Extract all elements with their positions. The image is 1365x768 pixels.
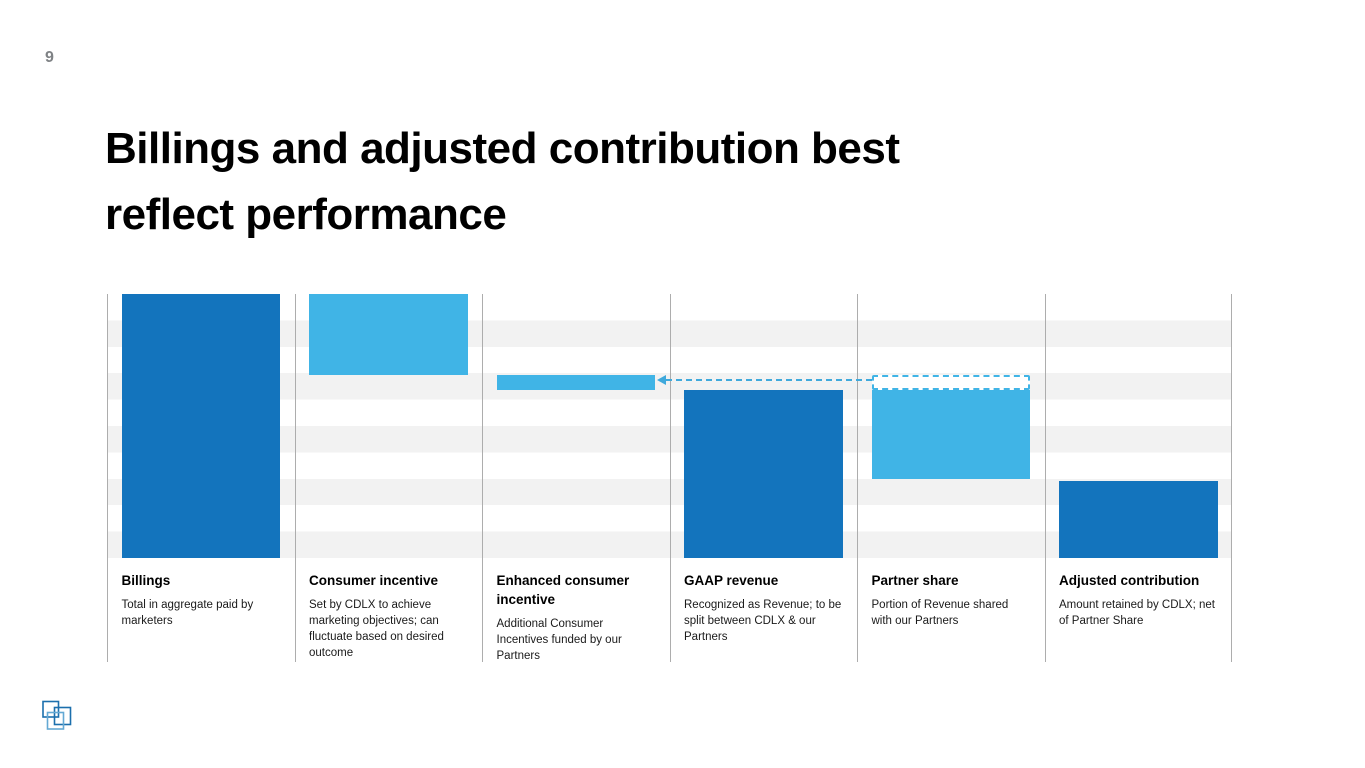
annotation-arrow-head — [657, 375, 666, 386]
column-divider — [670, 294, 671, 662]
bar-adjusted-contribution — [1059, 481, 1218, 558]
bar-consumer-incentive — [309, 294, 468, 375]
annotation-arrow-line — [666, 379, 872, 382]
column-label-enhanced-consumer-incentive: Enhanced consumer incentive Additional Co… — [497, 571, 657, 664]
column-title: Enhanced consumer incentive — [496, 573, 630, 607]
bar-billings — [121, 294, 280, 558]
logo-square-bottom-center — [46, 711, 65, 730]
page-number: 9 — [45, 49, 54, 66]
bar-gaap-revenue — [684, 390, 843, 558]
logo-square-top-left — [42, 700, 60, 718]
bar-partner-share — [871, 390, 1030, 479]
column-description: Additional Consumer Incentives funded by… — [496, 618, 622, 662]
column-divider — [1231, 294, 1232, 662]
cardlytics-logo — [42, 700, 72, 730]
column-divider — [1045, 294, 1046, 662]
column-label-gaap-revenue: GAAP revenue Recognized as Revenue; to be… — [684, 571, 844, 645]
chart-plot-stripes — [107, 294, 1232, 558]
column-label-adjusted-contribution: Adjusted contribution Amount retained by … — [1059, 571, 1219, 629]
column-title: Consumer incentive — [309, 573, 439, 588]
column-label-consumer-incentive: Consumer incentive Set by CDLX to achieve… — [309, 571, 469, 661]
slide-title-line-1: Billings and adjusted contribution best — [105, 124, 900, 173]
column-label-billings: Billings Total in aggregate paid by marke… — [122, 571, 282, 629]
column-title: Billings — [121, 573, 171, 588]
column-description: Recognized as Revenue; to be split betwe… — [684, 599, 842, 643]
column-divider — [295, 294, 296, 662]
column-divider — [857, 294, 858, 662]
column-description: Set by CDLX to achieve marketing objecti… — [309, 599, 444, 659]
logo-square-right — [53, 706, 72, 726]
column-description: Total in aggregate paid by marketers — [121, 599, 254, 627]
column-description: Amount retained by CDLX; net of Partner … — [1059, 599, 1215, 627]
column-title: GAAP revenue — [684, 573, 779, 588]
column-label-partner-share: Partner share Portion of Revenue shared w… — [872, 571, 1032, 629]
column-divider — [107, 294, 108, 662]
slide-title-line-2: reflect performance — [105, 190, 507, 239]
column-title: Partner share — [871, 573, 959, 588]
bar-enhanced-consumer-incentive — [496, 374, 655, 391]
column-divider — [482, 294, 483, 662]
dashed-cap-partner-share — [871, 374, 1030, 391]
column-title: Adjusted contribution — [1059, 573, 1200, 588]
column-description: Portion of Revenue shared with our Partn… — [871, 599, 1009, 627]
slide-title: Billings and adjusted contribution best … — [105, 116, 1185, 248]
waterfall-chart: Billings Total in aggregate paid by marke… — [107, 294, 1232, 662]
